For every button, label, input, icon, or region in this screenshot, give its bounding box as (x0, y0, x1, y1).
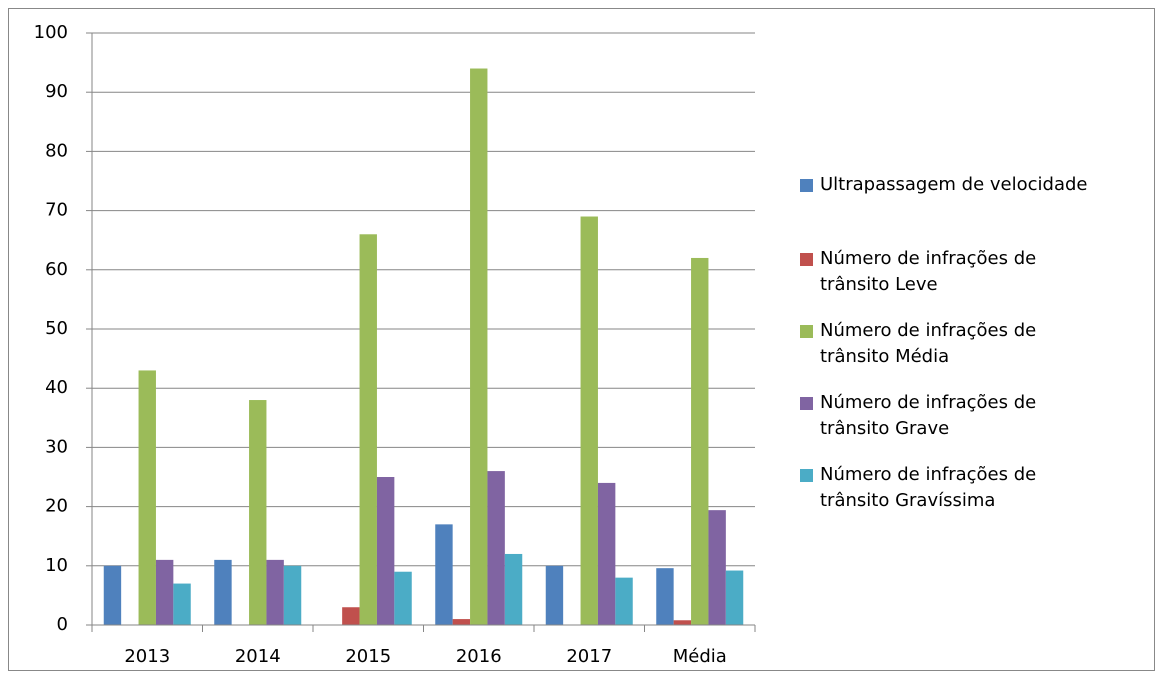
bar (173, 583, 191, 625)
bar (725, 570, 744, 625)
x-tick-label: 2016 (456, 646, 502, 667)
legend-label: Número de infrações de trânsito Média (820, 320, 1037, 367)
bar (342, 607, 360, 625)
bar (103, 565, 122, 625)
x-tick-label: 2013 (124, 646, 170, 667)
legend-item: Número de infrações de trânsito Média (800, 318, 1145, 370)
y-tick-label: 10 (45, 555, 68, 576)
y-tick-label: 60 (45, 259, 68, 280)
legend-swatch (800, 325, 813, 338)
bar (266, 559, 284, 625)
y-tick-label: 80 (45, 140, 68, 161)
bar (545, 565, 564, 625)
y-tick-label: 100 (34, 22, 68, 43)
bar (708, 510, 726, 625)
legend-label: Ultrapassagem de velocidade (820, 174, 1088, 195)
bar (155, 559, 174, 625)
bar (214, 559, 232, 625)
bar (580, 216, 598, 625)
chart-frame (8, 8, 1155, 671)
bar (435, 524, 453, 625)
bar (394, 571, 412, 625)
legend-item: Número de infrações de trânsito Grave (800, 390, 1145, 442)
legend-swatch (800, 253, 813, 266)
x-tick-label: Média (673, 646, 727, 667)
bar (615, 577, 633, 625)
x-tick-label: 2015 (345, 646, 391, 667)
bar (504, 553, 523, 625)
x-tick-label: 2017 (566, 646, 612, 667)
y-tick-label: 30 (45, 436, 68, 457)
legend-swatch (800, 469, 813, 482)
bar (691, 257, 709, 625)
legend-item: Ultrapassagem de velocidade (800, 172, 1145, 198)
bar (283, 565, 302, 625)
legend-swatch (800, 397, 813, 410)
bar (597, 482, 616, 625)
legend-item: Número de infrações de trânsito Leve (800, 246, 1145, 298)
bar (656, 568, 674, 625)
legend-label: Número de infrações de trânsito Grave (820, 392, 1037, 439)
bar (138, 370, 156, 625)
y-tick-label: 40 (45, 377, 68, 398)
bar (673, 620, 692, 625)
y-tick-label: 0 (57, 614, 68, 635)
bar (359, 234, 377, 625)
bar (487, 471, 505, 625)
x-tick-label: 2014 (235, 646, 281, 667)
y-tick-label: 70 (45, 200, 68, 221)
bar (249, 400, 267, 625)
legend-label: Número de infrações de trânsito Leve (820, 248, 1037, 295)
legend-item: Número de infrações de trânsito Gravíssi… (800, 462, 1145, 514)
legend-label: Número de infrações de trânsito Gravíssi… (820, 464, 1037, 511)
bar (452, 619, 471, 625)
y-tick-label: 20 (45, 496, 68, 517)
y-tick-label: 90 (45, 81, 68, 102)
y-tick-label: 50 (45, 318, 68, 339)
bar (470, 68, 488, 625)
legend-swatch (800, 179, 813, 192)
bar (376, 477, 395, 625)
